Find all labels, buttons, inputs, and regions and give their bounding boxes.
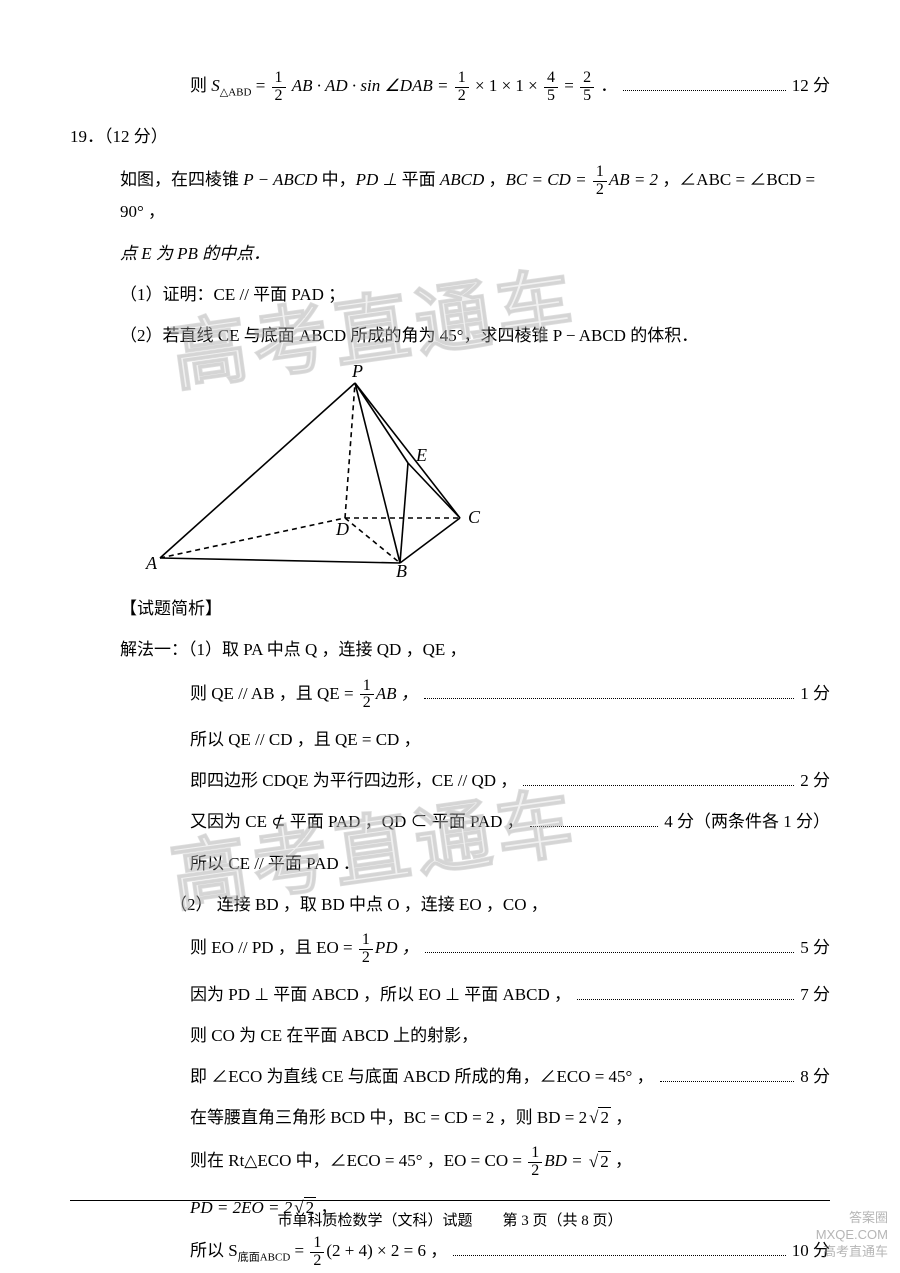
svg-text:D: D — [335, 519, 349, 539]
step-2a: 所以 QE // CD ，且 QE = CD ， — [190, 726, 830, 753]
problem-stem-line1: 如图，在四棱锥 P − ABCD 中，PD ⊥ 平面 ABCD ，BC = CD… — [120, 164, 830, 226]
step-2b: 即四边形 CDQE 为平行四边形，CE // QD ， 2 分 — [190, 767, 830, 794]
fraction: 45 — [544, 70, 558, 105]
expr: AB · AD · sin ∠DAB = — [292, 76, 453, 95]
step-1: 则 QE // AB ，且 QE = 12AB ， 1 分 — [190, 678, 830, 713]
prev-solution-last-line: 则 S△ABD = 12 AB · AD · sin ∠DAB = 12 × 1… — [190, 70, 830, 105]
step-10: 则在 Rt△ECO 中，∠ECO = 45° ，EO = CO = 12BD =… — [190, 1145, 830, 1180]
eq: = — [256, 76, 270, 95]
svg-text:B: B — [396, 561, 407, 581]
period: ． — [600, 76, 617, 95]
svg-text:E: E — [415, 445, 427, 465]
step-3: 又因为 CE ⊄ 平面 PAD ，QD ⊂ 平面 PAD ， 4 分（两条件各 … — [190, 808, 830, 835]
method1-intro: 解法一：（1）取 PA 中点 Q ，连接 QD ，QE ， — [120, 636, 830, 663]
step-7: 因为 PD ⊥ 平面 ABCD ，所以 EO ⊥ 平面 ABCD ， 7 分 — [190, 981, 830, 1008]
question-1: （1）证明：CE // 平面 PAD ； — [120, 281, 830, 308]
svg-text:A: A — [145, 553, 158, 573]
problem-number: 19．（12 分） — [70, 123, 830, 150]
step-5: 则 EO // PD ，且 EO = 12PD ， 5 分 — [190, 932, 830, 967]
corner-watermark: 答案圈 MXQE.COM 高考直通车 — [816, 1210, 888, 1261]
text: 则 — [190, 76, 211, 95]
subscript: △ABD — [220, 87, 252, 99]
problem-stem-line2: 点 E 为 PB 的中点． — [120, 240, 830, 267]
eq: = — [564, 76, 578, 95]
part2-intro: （2） 连接 BD ，取 BD 中点 O ，连接 EO ，CO ， — [170, 891, 830, 918]
fraction: 12 — [455, 70, 469, 105]
step-8a: 则 CO 为 CE 在平面 ABCD 上的射影， — [190, 1022, 830, 1049]
leader-dots — [623, 90, 785, 91]
step-9: 在等腰直角三角形 BCD 中，BC = CD = 2 ，则 BD = 22 ， — [190, 1104, 830, 1131]
analysis-header: 【试题简析】 — [120, 595, 830, 622]
fraction: 12 — [272, 70, 286, 105]
step-8b: 即 ∠ECO 为直线 CE 与底面 ABCD 所成的角，∠ECO = 45° ，… — [190, 1063, 830, 1090]
question-2: （2）若直线 CE 与底面 ABCD 所成的角为 45°，求四棱锥 P − AB… — [120, 322, 830, 349]
page-footer: 市单科质检数学（文科）试题 第 3 页（共 8 页） — [70, 1200, 830, 1233]
fraction: 25 — [580, 70, 594, 105]
var: S — [211, 76, 220, 95]
step-4: 所以 CE // 平面 PAD ． — [190, 850, 830, 877]
svg-text:P: P — [351, 363, 363, 381]
pyramid-diagram: A B C D P E — [140, 363, 510, 583]
step-12: 所以 S底面ABCD = 12(2 + 4) × 2 = 6 ， 10 分 — [190, 1235, 830, 1270]
expr: × 1 × 1 × — [475, 76, 542, 95]
svg-text:C: C — [468, 507, 481, 527]
score: 12 分 — [792, 72, 830, 99]
